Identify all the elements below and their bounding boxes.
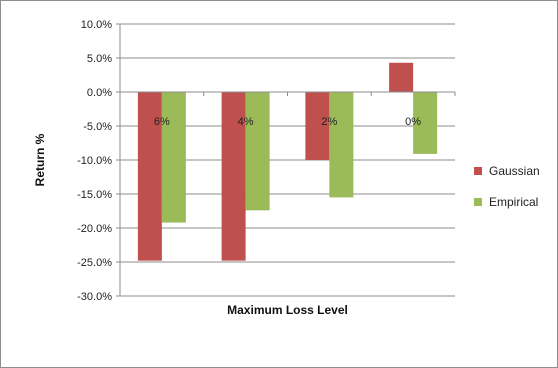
x-axis-title: Maximum Loss Level [227, 303, 348, 317]
bar-empirical-3 [413, 92, 438, 154]
category-labels: 6% 4% 2% 0% [154, 116, 421, 128]
bar-empirical-1 [245, 92, 270, 211]
bar-empirical-0 [161, 92, 186, 223]
y-tick-label: 10.0% [81, 19, 112, 31]
legend: Gaussian Empirical [474, 164, 540, 209]
y-tick-label: -15.0% [77, 189, 112, 201]
y-tick-label: 0.0% [87, 87, 112, 99]
bar-gaussian-3 [389, 62, 414, 92]
category-label: 4% [238, 116, 254, 128]
y-axis-title: Return % [33, 133, 47, 186]
bar-gaussian-2 [305, 92, 330, 160]
y-tick-label: -5.0% [83, 121, 112, 133]
y-tick-label: -25.0% [77, 257, 112, 269]
category-label: 0% [405, 116, 421, 128]
bar-gaussian-1 [221, 92, 246, 261]
y-tick-label: -30.0% [77, 291, 112, 303]
bars [119, 62, 456, 261]
category-label: 2% [321, 116, 337, 128]
y-tick-label: -20.0% [77, 223, 112, 235]
legend-label-empirical: Empirical [489, 195, 538, 209]
legend-swatch-gaussian [474, 167, 482, 175]
y-tick-label: -10.0% [77, 155, 112, 167]
category-label: 6% [154, 116, 170, 128]
y-tick-labels: 10.0% 5.0% 0.0% -5.0% -10.0% -15.0% -20.0% -25.… [77, 19, 112, 303]
y-tick-label: 5.0% [87, 53, 112, 65]
bar-empirical-2 [329, 92, 354, 198]
legend-label-gaussian: Gaussian [489, 164, 540, 178]
bar-gaussian-0 [137, 92, 162, 261]
legend-swatch-empirical [474, 198, 482, 206]
